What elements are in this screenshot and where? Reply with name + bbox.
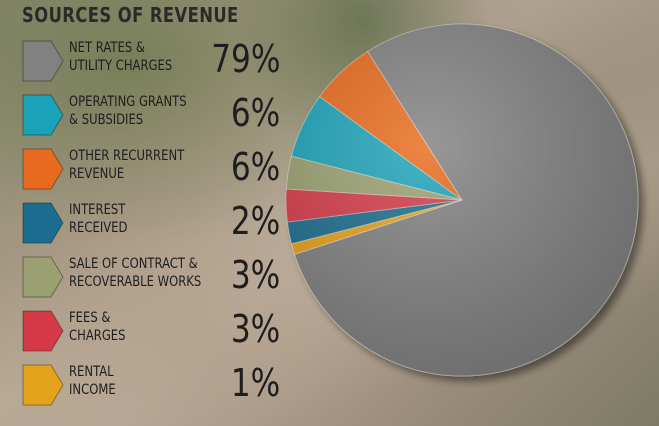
legend-item: SALE OF CONTRACT & RECOVERABLE WORKS 3% xyxy=(18,253,280,303)
legend-label-line: INTEREST xyxy=(69,202,126,218)
legend-label: FEES & CHARGES xyxy=(69,309,126,345)
legend-swatch xyxy=(22,202,64,244)
pie-shading xyxy=(286,24,638,376)
legend-swatch xyxy=(22,40,64,82)
legend-percentage: 79% xyxy=(210,37,280,81)
legend-label-line: RECOVERABLE WORKS xyxy=(69,274,202,290)
legend-item: OTHER RECURRENT REVENUE 6% xyxy=(18,145,280,195)
legend-item: NET RATES & UTILITY CHARGES 79% xyxy=(18,37,280,87)
legend-item: FEES & CHARGES 3% xyxy=(18,307,280,357)
legend-label: INTEREST RECEIVED xyxy=(69,201,127,237)
legend-percentage: 2% xyxy=(230,199,280,243)
legend-label-line: FEES & xyxy=(69,310,111,326)
legend-label-line: & SUBSIDIES xyxy=(69,112,144,128)
legend-item: INTEREST RECEIVED 2% xyxy=(18,199,280,249)
legend-item: RENTAL INCOME 1% xyxy=(18,361,280,411)
legend-label: OPERATING GRANTS & SUBSIDIES xyxy=(69,93,187,129)
legend-label: RENTAL INCOME xyxy=(69,363,116,399)
chart-title: SOURCES OF REVENUE xyxy=(22,3,239,27)
legend-label: NET RATES & UTILITY CHARGES xyxy=(69,39,172,75)
legend-percentage: 6% xyxy=(230,91,280,135)
legend-swatch xyxy=(22,256,64,298)
legend-label-line: RECEIVED xyxy=(69,220,128,236)
legend-label-line: UTILITY CHARGES xyxy=(69,58,173,74)
legend-label-line: INCOME xyxy=(69,382,116,398)
legend-swatch xyxy=(22,94,64,136)
legend-label: SALE OF CONTRACT & RECOVERABLE WORKS xyxy=(69,255,201,291)
legend-label-line: NET RATES & xyxy=(69,40,145,56)
legend-percentage: 3% xyxy=(230,307,280,351)
legend-label-line: CHARGES xyxy=(69,328,126,344)
legend-percentage: 1% xyxy=(230,361,280,405)
legend-swatch xyxy=(22,310,64,352)
legend-label-line: OTHER RECURRENT xyxy=(69,148,185,164)
legend-label-line: RENTAL xyxy=(69,364,114,380)
legend-label-line: SALE OF CONTRACT & xyxy=(69,256,198,272)
legend-item: OPERATING GRANTS & SUBSIDIES 6% xyxy=(18,91,280,141)
legend-label-line: OPERATING GRANTS xyxy=(69,94,187,110)
legend-label-line: REVENUE xyxy=(69,166,125,182)
legend-label: OTHER RECURRENT REVENUE xyxy=(69,147,184,183)
legend-swatch xyxy=(22,148,64,190)
legend-percentage: 6% xyxy=(230,145,280,189)
legend-percentage: 3% xyxy=(230,253,280,297)
legend-swatch xyxy=(22,364,64,406)
